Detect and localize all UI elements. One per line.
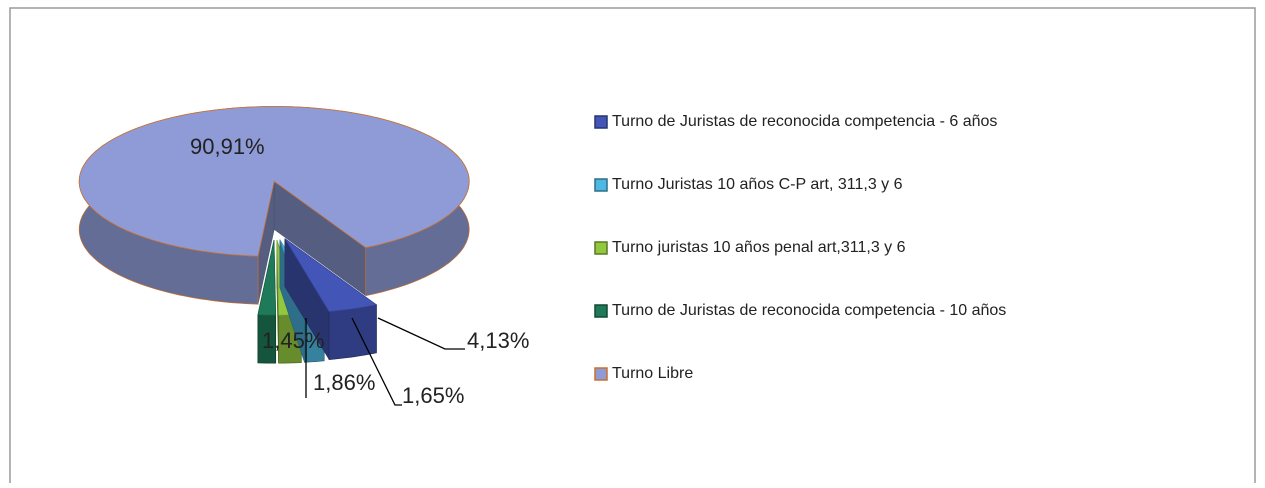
legend-swatch [594,304,608,318]
slice [78,106,470,257]
data-label: 1,45% [262,328,324,353]
legend-swatch [594,115,608,129]
slice-3d [257,240,277,364]
slice [257,240,277,316]
legend-label: Turno Libre [612,365,693,382]
leader-line [377,317,465,350]
slice [284,238,378,313]
data-label: 1,86% [313,370,375,395]
slice-3d [78,106,470,305]
legend-label: Turno de Juristas de reconocida competen… [612,302,1006,319]
slice-side [328,304,377,360]
legend-swatch [594,178,608,192]
legend-swatch [594,241,608,255]
legend-label: Turno Juristas 10 años C-P art, 311,3 y … [612,176,903,193]
data-label: 90,91% [190,134,265,159]
slice-3d [284,237,378,361]
legend-swatch [594,367,608,381]
data-label: 4,13% [467,328,529,353]
data-label: 1,65% [402,383,464,408]
legend-label: Turno juristas 10 años penal art,311,3 y… [612,239,906,256]
legend-label: Turno de Juristas de reconocida competen… [612,113,997,130]
leader-line [351,317,402,406]
